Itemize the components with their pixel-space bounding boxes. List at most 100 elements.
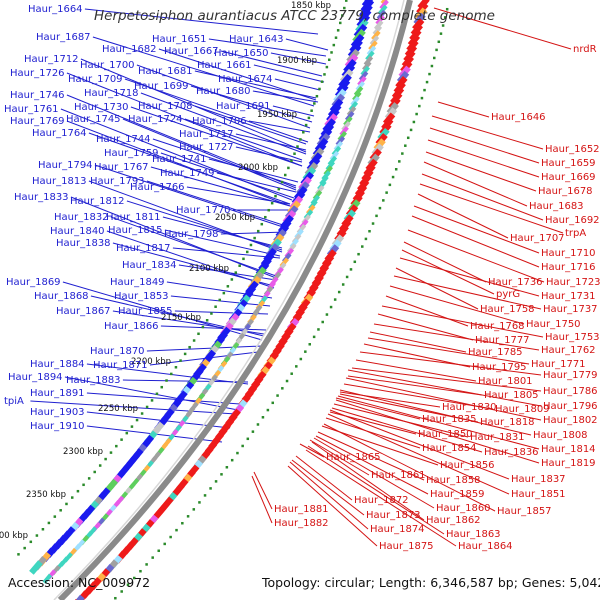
tick-dot [304, 350, 307, 353]
callout-line-left [66, 94, 297, 189]
gene-label-forward: Haur_1834 [122, 260, 177, 271]
kbp-tick-label: 2300 kbp [63, 447, 103, 457]
tick-dot [296, 145, 299, 148]
tick-dot [330, 51, 333, 54]
tick-dot [238, 264, 241, 267]
gene-label-reverse: Haur_1736 [488, 277, 543, 288]
callout-line-left [86, 411, 231, 429]
gene-label-reverse: Haur_1836 [484, 447, 539, 458]
forward-feature [29, 560, 43, 575]
gene-label-reverse: Haur_1837 [511, 474, 566, 485]
tick-dot [327, 58, 331, 62]
gene-label-forward: Haur_1761 [4, 104, 59, 115]
tick-dot [368, 229, 371, 233]
callout-line-right [431, 115, 544, 150]
tick-dot [249, 243, 253, 247]
callout-line-right [315, 435, 429, 495]
tick-dot [163, 542, 166, 546]
kbp-tick-label: 2050 kbp [215, 213, 255, 223]
callout-line-right [345, 377, 542, 421]
gene-label-forward: Haur_1643 [229, 34, 284, 45]
tick-dot [230, 278, 234, 281]
tick-dot [104, 457, 107, 461]
tick-dot [192, 508, 196, 511]
callout-line-right [421, 173, 544, 221]
accession-text: Accession: NC_009972 [8, 575, 151, 590]
gene-label-reverse: Haur_1795 [472, 362, 527, 373]
callout-line-left [162, 216, 283, 249]
tick-dot [428, 72, 431, 76]
reverse-gene-labels: nrdR Haur_1646 Haur_1652 Haur_1659 Haur_1669… [274, 44, 600, 552]
gene-label-reverse: Haur_1861 [371, 470, 426, 481]
callout-line-left [235, 146, 303, 163]
tick-dot [210, 312, 213, 315]
gene-label-forward: Haur_1883 [66, 375, 121, 386]
tick-dot [139, 569, 142, 573]
gene-label-reverse: Haur_1771 [531, 359, 586, 370]
tick-dot [353, 260, 357, 264]
gene-label-reverse: Haur_1652 [545, 144, 600, 155]
gene-label-forward: Haur_1833 [14, 192, 69, 203]
tick-dot [256, 229, 260, 233]
kbp-tick-label: 2200 kbp [131, 357, 171, 367]
tick-dot [251, 430, 255, 433]
callout-line-left [172, 247, 281, 259]
gene-label-reverse: Haur_1818 [480, 417, 535, 428]
callout-line-right [359, 351, 542, 376]
tick-dot [310, 109, 313, 112]
gene-label-reverse: Haur_1864 [458, 541, 513, 552]
tick-dot [371, 222, 375, 225]
callout-line-right [325, 417, 421, 449]
tick-dot [145, 563, 148, 566]
callout-line-left [86, 363, 249, 385]
gene-label-forward: Haur_1849 [110, 277, 165, 288]
gene-label-reverse: Haur_1863 [446, 529, 501, 540]
gene-label-reverse: Haur_1860 [436, 503, 491, 514]
annotation-feature [368, 40, 378, 51]
gene-label-reverse: Haur_1881 [274, 504, 329, 515]
callout-line-left [86, 392, 241, 405]
gene-label-reverse: Haur_1659 [541, 158, 596, 169]
callout-line-left [248, 120, 311, 133]
callout-line-right [399, 257, 540, 297]
tick-dot [264, 215, 267, 219]
tick-dot [203, 494, 207, 497]
tick-dot [415, 112, 418, 116]
gene-label-forward: Haur_1717 [179, 129, 234, 140]
callout-line-right [429, 127, 540, 164]
tick-dot [226, 285, 230, 288]
tick-dot [260, 222, 264, 226]
gene-label-reverse: Haur_1857 [497, 506, 552, 517]
tick-dot [174, 366, 178, 369]
tick-dot [385, 191, 388, 194]
callout-line-right [309, 439, 370, 476]
gene-label-forward: Haur_1770 [176, 205, 231, 216]
gene-label-reverse: Haur_1809 [495, 404, 550, 415]
annotation-feature [378, 4, 388, 15]
callout-line-left [208, 158, 299, 183]
gene-label-forward: Haur_1764 [32, 128, 87, 139]
tick-dot [214, 480, 218, 483]
tick-dot [214, 305, 217, 308]
callout-line-left [66, 72, 303, 167]
annotation-feature [372, 25, 383, 36]
callout-line-left [194, 105, 307, 145]
tick-dot [225, 466, 229, 469]
gene-label-reverse: Haur_1831 [470, 432, 525, 443]
tick-dot [241, 444, 244, 448]
tick-dot [109, 451, 113, 454]
gene-label-forward: Haur_1766 [130, 182, 185, 193]
gene-label-forward: Haur_1793 [90, 176, 145, 187]
gene-label-reverse: Haur_1786 [543, 386, 598, 397]
tick-dot [120, 438, 123, 441]
tick-dot [287, 166, 290, 170]
tick-dot [281, 387, 284, 390]
tick-dot [29, 540, 33, 544]
tick-dot [423, 88, 426, 92]
callout-line-right [381, 305, 544, 338]
gene-label-reverse: Haur_1882 [274, 518, 329, 529]
gene-label-forward: Haur_1798 [164, 229, 219, 240]
tick-dot [339, 21, 342, 25]
